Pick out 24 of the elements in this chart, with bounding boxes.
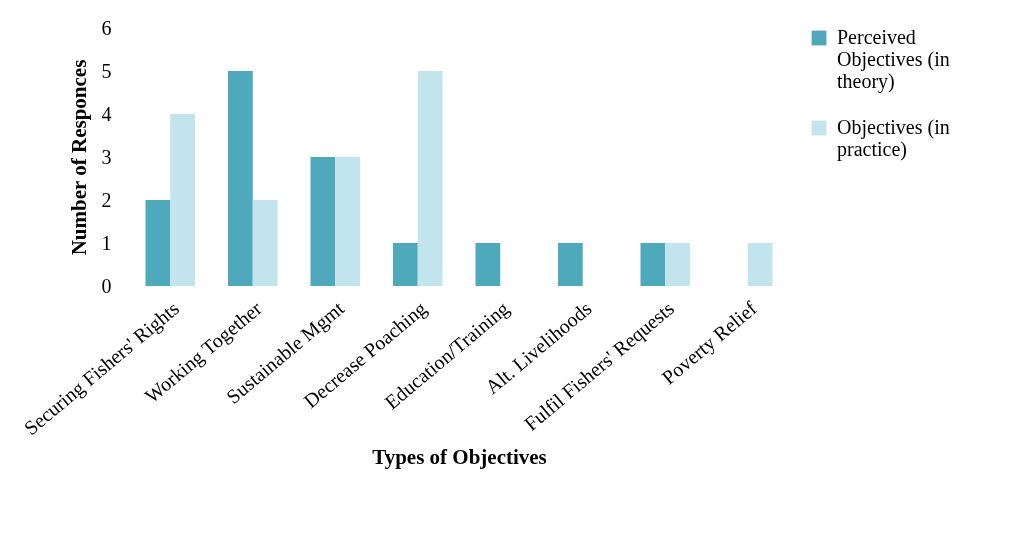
y-tick-label: 6 — [101, 16, 112, 39]
bar — [640, 243, 666, 286]
bar — [393, 243, 418, 286]
bar — [145, 200, 171, 286]
legend-label: Objectives (in practice) — [837, 116, 950, 161]
y-tick-label: 4 — [101, 102, 112, 125]
bar — [558, 243, 583, 286]
bar — [475, 243, 501, 286]
y-tick-label: 0 — [101, 274, 112, 297]
bar — [417, 71, 443, 286]
y-tick-label: 5 — [101, 59, 112, 82]
bar — [335, 157, 360, 286]
x-axis-title: Types of Objectives — [372, 444, 547, 469]
y-tick-label: 1 — [101, 231, 112, 254]
bar — [665, 243, 690, 286]
bar — [228, 71, 253, 286]
bar — [747, 243, 773, 286]
bar — [310, 157, 336, 286]
legend-label: Perceived Objectives (in theory) — [837, 26, 950, 93]
bar — [170, 114, 195, 286]
y-tick-label: 2 — [101, 188, 112, 211]
bar — [252, 200, 278, 286]
y-axis-title: Number of Responces — [66, 59, 91, 256]
y-tick-label: 3 — [101, 145, 112, 168]
